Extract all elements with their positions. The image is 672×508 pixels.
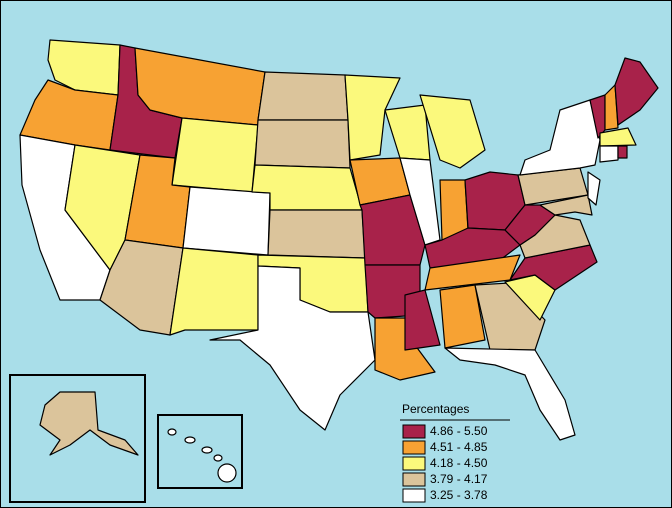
- state: [217, 463, 237, 483]
- state: [267, 209, 366, 259]
- legend-label: 4.18 - 4.50: [430, 456, 488, 470]
- legend-label: 3.79 - 4.17: [430, 472, 488, 486]
- legend-swatch: [402, 456, 426, 471]
- state: [171, 117, 259, 193]
- state: [167, 428, 177, 436]
- state: [201, 446, 213, 454]
- state: [213, 454, 223, 462]
- state: [184, 436, 196, 444]
- state: [182, 186, 271, 256]
- hawaii: [167, 428, 237, 483]
- state: [439, 284, 486, 349]
- state: [604, 84, 619, 131]
- alaska-inset: [9, 374, 146, 503]
- legend-swatch: [402, 424, 426, 439]
- states: [19, 39, 659, 441]
- legend-swatch: [402, 488, 426, 503]
- legend-title: Percentages: [402, 402, 469, 416]
- state: [254, 119, 351, 169]
- state: [614, 57, 659, 126]
- legend-label: 4.51 - 4.85: [430, 440, 488, 454]
- legend-swatch: [402, 440, 426, 455]
- state: [39, 391, 139, 456]
- state: [599, 127, 637, 147]
- state: [404, 289, 441, 351]
- legend-swatch: [402, 472, 426, 487]
- state: [444, 347, 576, 441]
- state: [257, 71, 349, 121]
- state: [587, 171, 601, 206]
- state: [539, 194, 593, 216]
- legend-label: 4.86 - 5.50: [430, 424, 488, 438]
- state: [169, 247, 259, 336]
- state: [344, 74, 401, 161]
- state: [474, 282, 546, 351]
- legend-label: 3.25 - 3.78: [430, 488, 488, 502]
- hawaii-inset: [157, 414, 243, 489]
- state: [419, 94, 486, 169]
- legend: Percentages 4.86 - 5.50 4.51 - 4.85 4.18 -…: [400, 402, 510, 503]
- state: [209, 265, 376, 431]
- state: [617, 145, 628, 159]
- state: [599, 145, 619, 163]
